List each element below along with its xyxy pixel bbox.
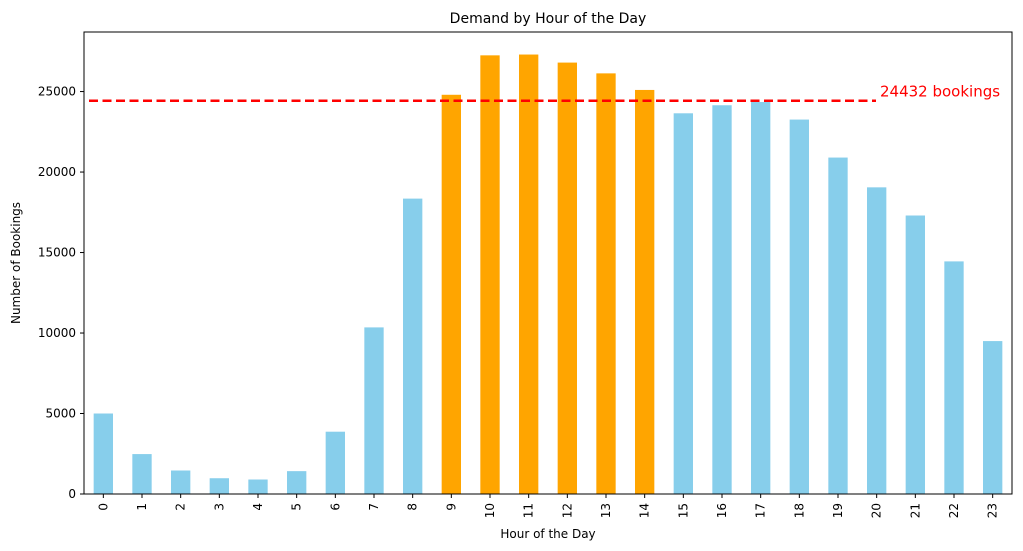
x-tick-label: 7 [367,503,381,511]
x-axis: 0 1 2 3 4 5 6 7 8 9 10 11 12 13 14 15 16 17 18 19 20 21 22 23 [96,494,1000,518]
x-tick-label: 8 [406,503,420,511]
y-axis: 0 5000 10000 15000 20000 25000 [38,85,84,501]
bar-hour-19 [828,157,848,494]
bar-hour-1 [132,454,152,494]
bar-hour-21 [905,215,925,494]
x-tick-label: 20 [870,503,884,518]
x-tick-label: 9 [444,503,458,511]
x-tick-label: 23 [986,503,1000,518]
x-tick-label: 4 [251,503,265,511]
bar-hour-16 [712,105,732,495]
x-tick-label: 21 [908,503,922,518]
y-tick-label: 20000 [38,165,76,179]
bar-highlighted-hour-11 [519,54,539,494]
x-tick-label: 3 [212,503,226,511]
bar-hour-15 [673,113,693,494]
bar-hour-17 [751,102,771,495]
reference-line-layer: 24432 bookings [89,82,1016,113]
reference-label-background [876,82,1016,113]
x-tick-label: 19 [831,503,845,518]
y-tick-label: 25000 [38,85,76,99]
x-tick-label: 17 [754,503,768,518]
y-tick-label: 15000 [38,246,76,260]
bar-hour-23 [983,341,1003,494]
y-tick-label: 0 [68,487,76,501]
bar-hour-22 [944,261,964,494]
x-tick-label: 2 [174,503,188,511]
bar-hour-20 [867,187,887,494]
bar-hour-3 [209,478,229,494]
x-tick-label: 5 [290,503,304,511]
bar-hour-18 [789,119,809,494]
bar-hour-4 [248,479,268,494]
bar-hour-7 [364,327,384,494]
bar-highlighted-hour-13 [596,73,616,495]
bar-hour-0 [93,413,113,494]
bars-layer [93,54,1003,495]
bar-hour-6 [325,431,345,494]
x-tick-label: 14 [638,503,652,518]
bar-hour-2 [171,470,191,494]
x-tick-label: 1 [135,503,149,511]
bar-highlighted-hour-14 [635,89,655,494]
y-tick-label: 5000 [45,407,76,421]
plot-frame [83,31,1013,495]
x-tick-label: 11 [522,503,536,518]
x-tick-label: 6 [328,503,342,511]
x-tick-label: 18 [792,503,806,518]
bar-highlighted-hour-10 [480,55,500,495]
x-tick-label: 15 [676,503,690,518]
x-axis-title: Hour of the Day [500,527,595,541]
bar-highlighted-hour-12 [557,62,577,495]
chart-title: Demand by Hour of the Day [450,11,647,27]
x-tick-label: 22 [947,503,961,518]
bar-highlighted-hour-9 [441,94,461,494]
x-tick-label: 16 [715,503,729,518]
reference-line-label: 24432 bookings [880,83,1000,101]
x-tick-label: 0 [96,503,110,511]
x-tick-label: 12 [560,503,574,518]
bar-hour-8 [403,198,423,495]
y-tick-label: 10000 [38,326,76,340]
bar-hour-5 [287,471,307,494]
x-tick-label: 10 [483,503,497,518]
y-axis-title: Number of Bookings [9,202,23,324]
x-tick-label: 13 [599,503,613,518]
